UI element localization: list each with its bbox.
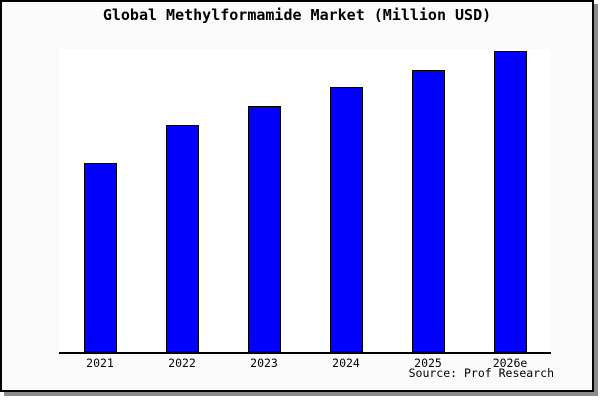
x-tick-label-2021: 2021 (86, 356, 114, 370)
x-tick-label-2023: 2023 (250, 356, 278, 370)
x-tick-label-2024: 2024 (332, 356, 360, 370)
x-axis-tick-labels: 2021 2022 2023 2024 2025 2026e (59, 356, 551, 370)
bar-2021 (83, 162, 117, 352)
x-tick-label-2025: 2025 (414, 356, 442, 370)
plot-area (59, 49, 551, 354)
bar-slot (387, 49, 469, 352)
bar-2026e (493, 50, 527, 352)
bar-slot (305, 49, 387, 352)
bar-2022 (165, 125, 199, 352)
x-tick-label-2026e: 2026e (492, 356, 528, 370)
chart-title: Global Methylformamide Market (Million U… (102, 6, 492, 24)
bar-slot (223, 49, 305, 352)
bar-slot (59, 49, 141, 352)
bar-2024 (329, 87, 363, 352)
bar-2023 (247, 106, 281, 352)
source-credit: Source: Prof Research (408, 366, 554, 380)
bar-slot (141, 49, 223, 352)
x-tick-label-2022: 2022 (168, 356, 196, 370)
bar-slot (469, 49, 551, 352)
bar-2025 (411, 69, 445, 352)
